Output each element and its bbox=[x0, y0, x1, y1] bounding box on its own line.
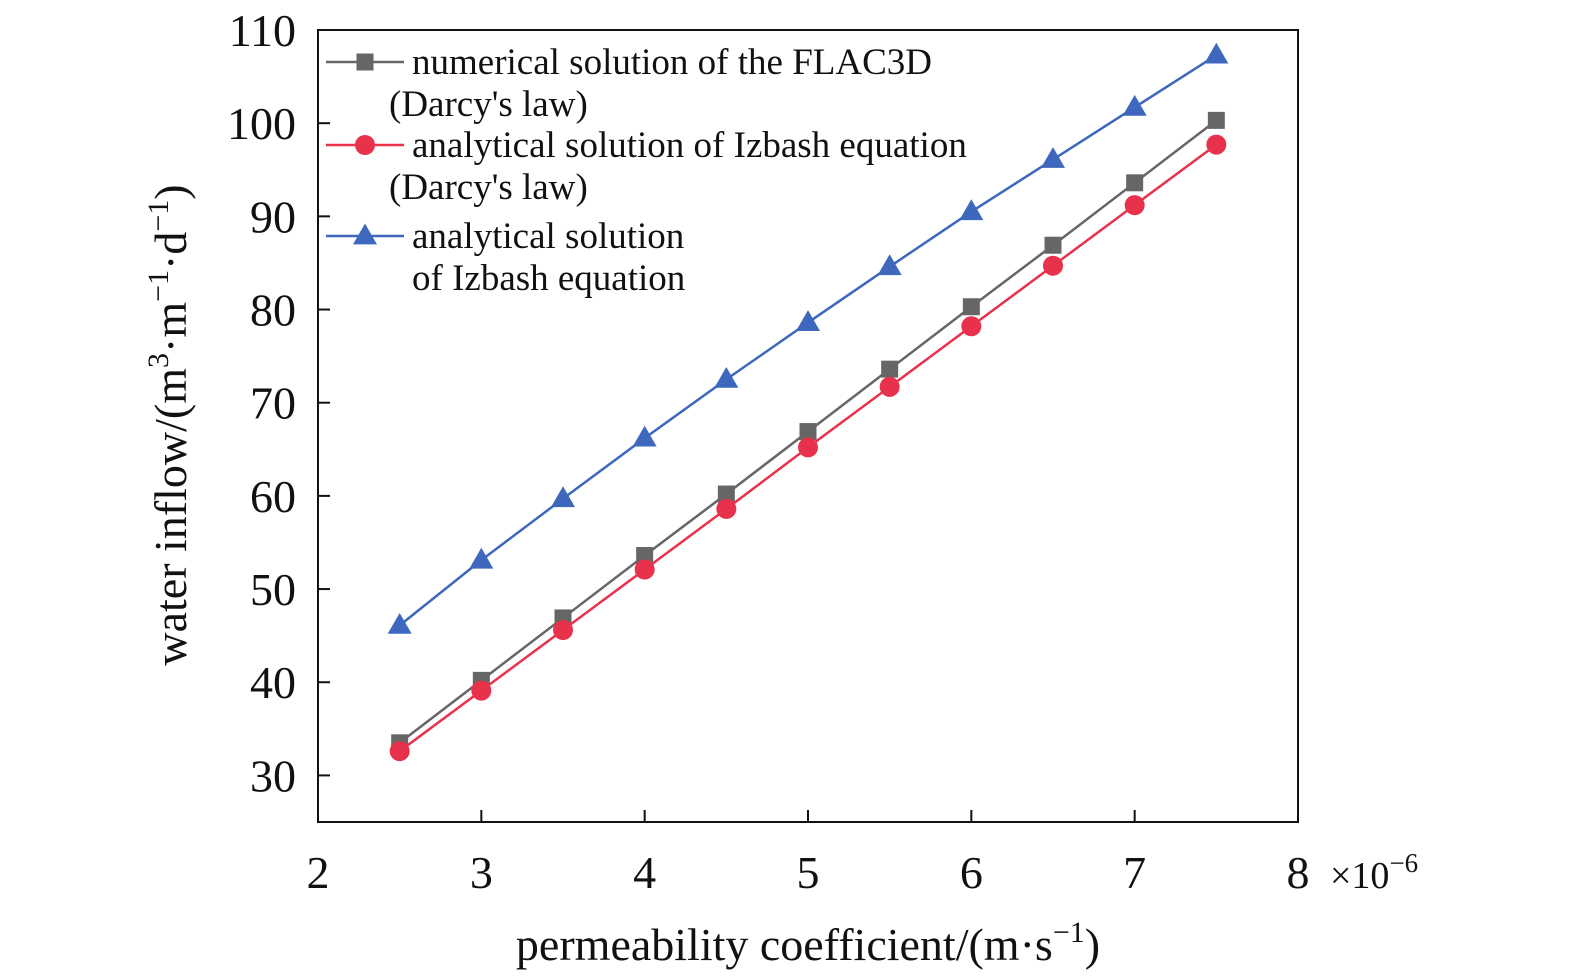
series-3-point bbox=[714, 367, 739, 388]
y-tick-label: 110 bbox=[229, 5, 296, 56]
series-3-point bbox=[959, 199, 984, 221]
y-tick-label: 70 bbox=[250, 378, 296, 429]
series-1-point bbox=[636, 547, 654, 565]
series-1 bbox=[391, 111, 1225, 752]
series-1-point bbox=[881, 360, 899, 378]
y-axis-label: water inflow/(m3·m−1·d−1) bbox=[142, 184, 196, 665]
series-3-point bbox=[1041, 147, 1065, 168]
series-3-point bbox=[877, 254, 902, 276]
series-1-point bbox=[962, 298, 980, 316]
series-3-point bbox=[1204, 42, 1229, 64]
series-3-point bbox=[1122, 94, 1147, 116]
series-2-point bbox=[1043, 255, 1063, 276]
y-axis: 30 40 50 60 70 80 90 100 110 bbox=[227, 5, 330, 801]
series-2-point bbox=[1206, 134, 1227, 155]
series-2-point bbox=[1124, 195, 1145, 216]
x-tick-label: 5 bbox=[797, 847, 820, 898]
series-3-point bbox=[551, 486, 575, 508]
legend-swatch-marker bbox=[356, 53, 374, 71]
x-axis: 2 3 4 5 6 7 8 bbox=[307, 810, 1310, 898]
y-tick-label: 100 bbox=[227, 98, 296, 149]
legend-label: (Darcy's law) bbox=[389, 84, 588, 125]
x-tick-label: 6 bbox=[960, 847, 983, 898]
x-tick-label: 4 bbox=[633, 847, 656, 898]
series-3-point bbox=[796, 310, 820, 331]
series-3-point bbox=[469, 547, 494, 569]
series-2-point bbox=[798, 437, 818, 458]
legend-label: (Darcy's law) bbox=[389, 167, 588, 208]
y-tick-label: 50 bbox=[250, 564, 296, 615]
y-tick-label: 60 bbox=[250, 471, 296, 522]
legend-item-2: analytical solution of Izbash equation(D… bbox=[326, 125, 967, 208]
series-2-point bbox=[879, 376, 900, 397]
legend-label: analytical solution bbox=[412, 216, 684, 257]
x-tick-label: 3 bbox=[470, 847, 493, 898]
series-layer bbox=[387, 42, 1229, 762]
legend: numerical solution of the FLAC3D(Darcy's… bbox=[326, 42, 967, 299]
series-1-point bbox=[717, 485, 735, 503]
series-2-point bbox=[961, 316, 982, 337]
x-tick-label: 2 bbox=[307, 847, 330, 898]
y-tick-label: 80 bbox=[250, 285, 296, 336]
y-tick-label: 30 bbox=[250, 750, 296, 801]
x-tick-label: 8 bbox=[1287, 847, 1310, 898]
series-1-point bbox=[1207, 111, 1225, 129]
legend-swatch-marker bbox=[353, 223, 377, 245]
series-1-point bbox=[1044, 236, 1062, 254]
legend-label: analytical solution of Izbash equation bbox=[412, 125, 967, 166]
series-2-point bbox=[634, 559, 655, 580]
series-1-point bbox=[1126, 174, 1144, 192]
series-2-point bbox=[553, 620, 573, 641]
y-tick-label: 40 bbox=[250, 657, 296, 708]
series-2-point bbox=[389, 741, 410, 762]
series-3-point bbox=[387, 612, 412, 634]
series-3 bbox=[387, 42, 1229, 634]
y-tick-label: 90 bbox=[250, 191, 296, 242]
series-1-point bbox=[799, 423, 817, 441]
series-2-point bbox=[471, 680, 492, 701]
legend-label: of Izbash equation bbox=[412, 258, 685, 299]
x-tick-label: 7 bbox=[1123, 847, 1146, 898]
legend-swatch-marker bbox=[355, 135, 375, 155]
x-axis-label: permeability coefficient/(m·s−1) bbox=[516, 916, 1100, 970]
legend-label: numerical solution of the FLAC3D bbox=[412, 42, 932, 83]
x-multiplier-label: ×10−6 bbox=[1330, 848, 1418, 897]
series-2 bbox=[389, 134, 1227, 762]
series-3-point bbox=[632, 425, 657, 447]
series-2-point bbox=[716, 498, 737, 519]
legend-item-1: numerical solution of the FLAC3D(Darcy's… bbox=[326, 42, 932, 125]
